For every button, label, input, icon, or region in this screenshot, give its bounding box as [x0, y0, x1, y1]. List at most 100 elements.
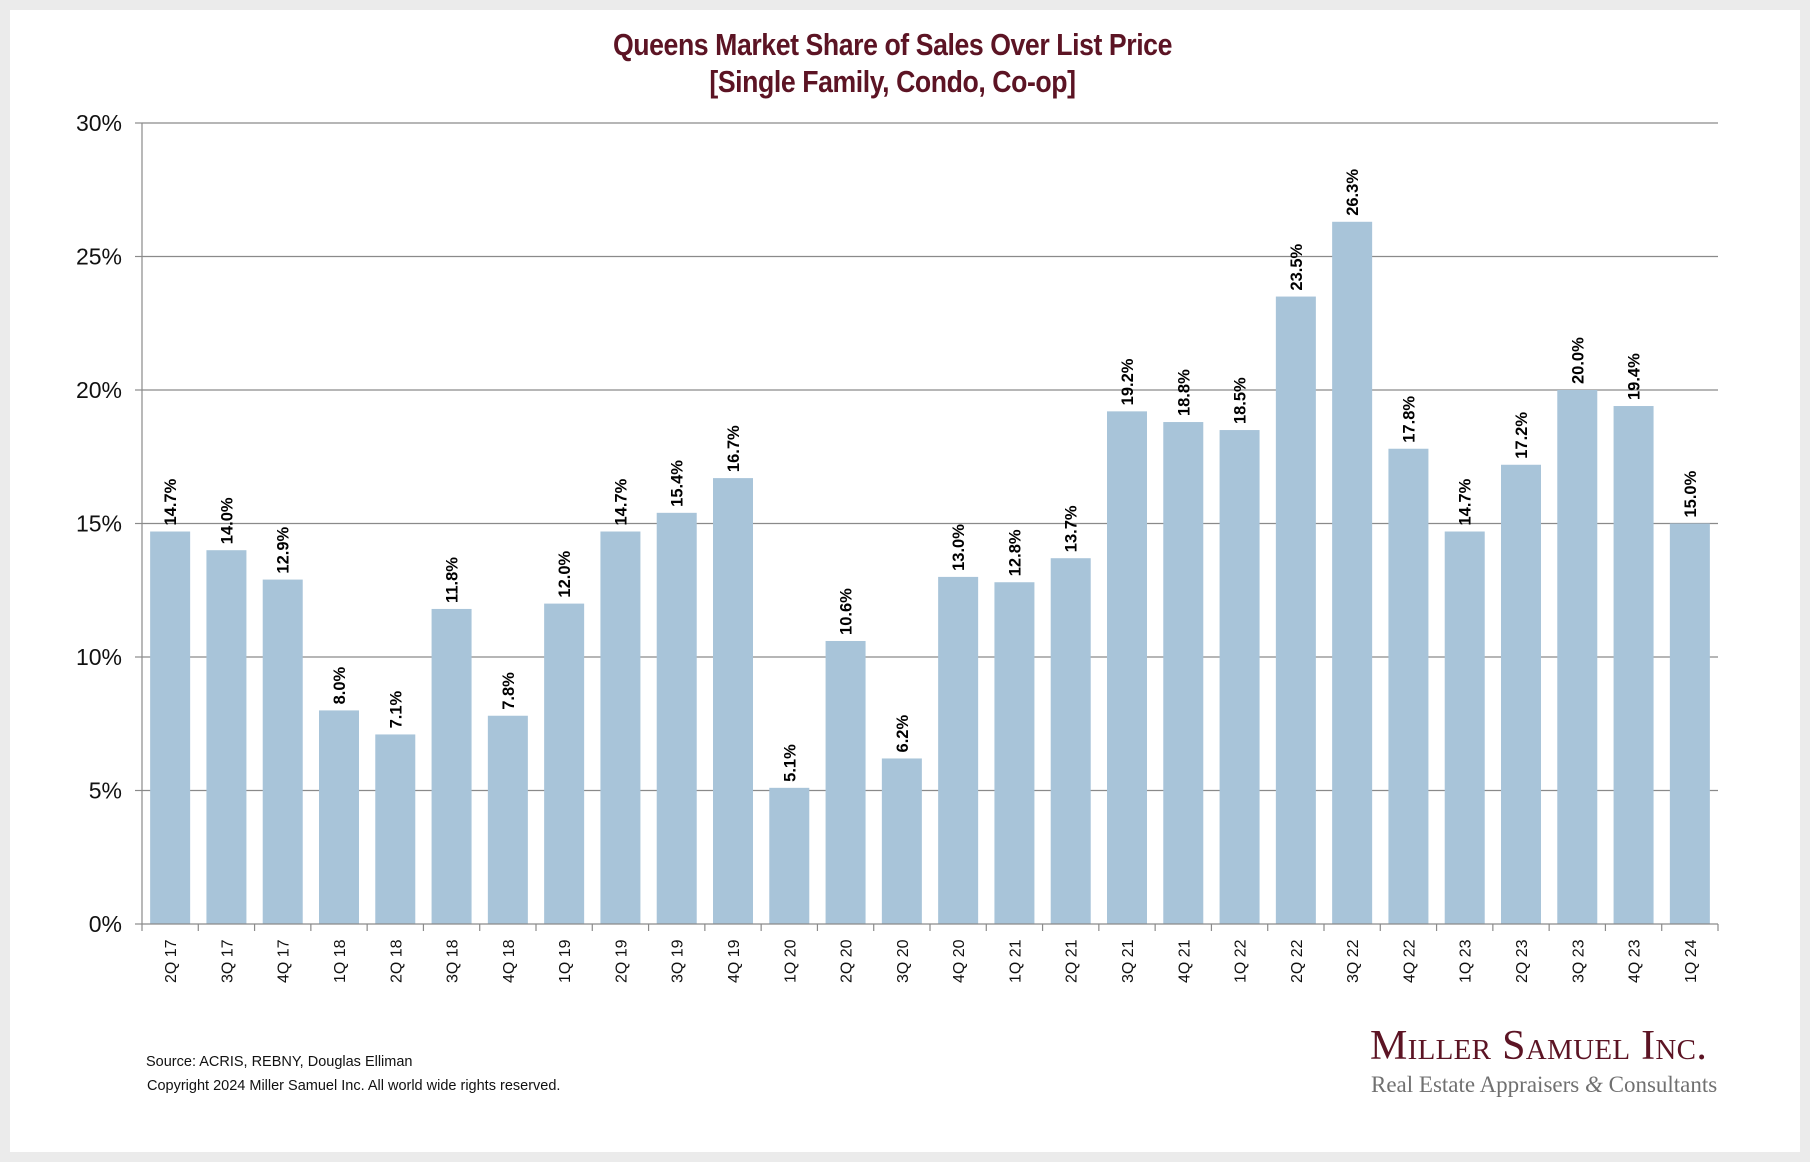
- bar: [150, 531, 191, 924]
- data-label: 11.8%: [444, 557, 462, 603]
- bar: [713, 478, 753, 924]
- bar: [206, 550, 247, 924]
- data-label: 8.0%: [331, 666, 349, 704]
- data-label: 19.4%: [1626, 353, 1644, 400]
- x-tick-labels: 2Q 17 3Q 17 4Q 17 1Q 18 2Q 18 3Q 18 4Q 18 1Q 19…: [163, 939, 1700, 983]
- bars: [150, 221, 1710, 925]
- y-tick-labels: 0% 5% 10% 15% 20% 25% 30%: [76, 110, 122, 937]
- x-tick-label: 1Q 21: [1007, 939, 1024, 983]
- bar: [994, 582, 1035, 924]
- bar: [1388, 448, 1429, 924]
- x-tick-label: 2Q 20: [839, 939, 856, 983]
- x-tick-label: 4Q 21: [1176, 939, 1193, 983]
- x-tick-label: 4Q 18: [501, 939, 518, 983]
- data-label: 17.2%: [1513, 412, 1531, 459]
- data-label: 10.6%: [838, 588, 856, 635]
- data-label: 14.7%: [1457, 478, 1475, 525]
- x-tick-label: 3Q 20: [895, 939, 912, 983]
- bar: [656, 512, 697, 924]
- data-label: 23.5%: [1288, 243, 1306, 290]
- bar: [1613, 406, 1654, 924]
- x-tick-label: 3Q 19: [670, 939, 687, 983]
- data-label: 7.1%: [387, 690, 405, 728]
- x-tick-label: 4Q 23: [1627, 939, 1644, 983]
- data-label: 26.3%: [1344, 169, 1362, 216]
- data-labels: 14.7% 14.0% 12.9% 8.0% 7.1% 11.8% 7.8% 12.0% 14.…: [162, 169, 1700, 782]
- x-tick-label: 1Q 19: [557, 939, 574, 983]
- data-label: 5.1%: [781, 744, 799, 782]
- y-tick-label: 20%: [76, 377, 122, 403]
- company-logo: Miller Samuel Inc.: [1370, 1023, 1708, 1069]
- bar: [600, 531, 641, 924]
- data-label: 14.7%: [612, 478, 630, 525]
- x-tick-label: 1Q 22: [1233, 939, 1250, 983]
- x-tick-label: 1Q 23: [1458, 939, 1475, 983]
- bar: [375, 734, 416, 924]
- bar: [487, 715, 528, 924]
- bar: [544, 603, 585, 924]
- data-label: 20.0%: [1569, 337, 1587, 384]
- x-tick-label: 4Q 22: [1401, 939, 1418, 983]
- x-tick-label: 1Q 20: [782, 939, 799, 983]
- y-tick-label: 0%: [89, 911, 122, 937]
- data-label: 17.8%: [1400, 396, 1418, 443]
- x-tick-label: 1Q 18: [332, 939, 349, 983]
- x-tick-label: 4Q 17: [276, 939, 293, 983]
- bar: [1669, 523, 1710, 924]
- x-tick-label: 4Q 19: [726, 939, 743, 983]
- y-tick-label: 25%: [76, 244, 122, 270]
- source-note: Source: ACRIS, REBNY, Douglas Elliman: [146, 1054, 413, 1070]
- x-tick-label: 3Q 18: [445, 939, 462, 983]
- y-tick-label: 15%: [76, 511, 122, 537]
- data-label: 6.2%: [894, 715, 912, 753]
- y-tick-label: 5%: [89, 778, 122, 804]
- x-tick-label: 2Q 18: [388, 939, 405, 983]
- data-label: 14.7%: [162, 478, 180, 525]
- data-label: 7.8%: [500, 672, 518, 710]
- data-label: 15.0%: [1682, 470, 1700, 517]
- bar: [1501, 464, 1541, 924]
- chart-subtitle: [Single Family, Condo, Co-op]: [709, 64, 1076, 99]
- data-label: 12.8%: [1006, 529, 1024, 576]
- data-label: 16.7%: [725, 425, 743, 472]
- x-tick-label: 3Q 21: [1120, 939, 1137, 983]
- ampersand: &: [1584, 1072, 1603, 1097]
- bar: [262, 579, 303, 924]
- axes: [135, 122, 1719, 931]
- bar: [1219, 430, 1260, 924]
- x-tick-label: 3Q 22: [1345, 939, 1362, 983]
- x-tick-label: 2Q 23: [1514, 939, 1531, 983]
- data-label: 12.9%: [275, 526, 293, 573]
- x-tick-label: 2Q 19: [613, 939, 630, 983]
- data-label: 13.7%: [1063, 505, 1081, 552]
- data-label: 18.8%: [1175, 369, 1193, 416]
- bar: [769, 787, 810, 924]
- x-tick-label: 3Q 17: [219, 939, 236, 983]
- data-label: 13.0%: [950, 524, 968, 571]
- bar: [319, 710, 359, 924]
- data-label: 18.5%: [1232, 377, 1250, 424]
- data-label: 14.0%: [218, 497, 236, 544]
- x-tick-label: 4Q 20: [951, 939, 968, 983]
- bar: [881, 758, 922, 924]
- x-tick-label: 3Q 23: [1570, 939, 1587, 983]
- bar: [1332, 221, 1373, 925]
- chart-title: Queens Market Share of Sales Over List P…: [612, 27, 1172, 62]
- data-label: 15.4%: [669, 460, 687, 507]
- x-tick-label: 2Q 21: [1064, 939, 1081, 983]
- bar: [1050, 558, 1091, 924]
- y-tick-label: 30%: [76, 110, 122, 136]
- data-label: 12.0%: [556, 550, 574, 597]
- copyright-note: Copyright 2024 Miller Samuel Inc. All wo…: [147, 1078, 561, 1094]
- bar: [1275, 296, 1316, 924]
- bar: [1107, 411, 1147, 924]
- x-tick-label: 2Q 17: [163, 939, 180, 983]
- bar: [825, 640, 866, 924]
- bar: [1557, 390, 1598, 924]
- x-tick-label: 2Q 22: [1289, 939, 1306, 983]
- bar: [1444, 531, 1485, 924]
- data-label: 19.2%: [1119, 358, 1137, 405]
- tagline-part: Consultants: [1602, 1072, 1718, 1097]
- x-tick-label: 1Q 24: [1683, 939, 1700, 983]
